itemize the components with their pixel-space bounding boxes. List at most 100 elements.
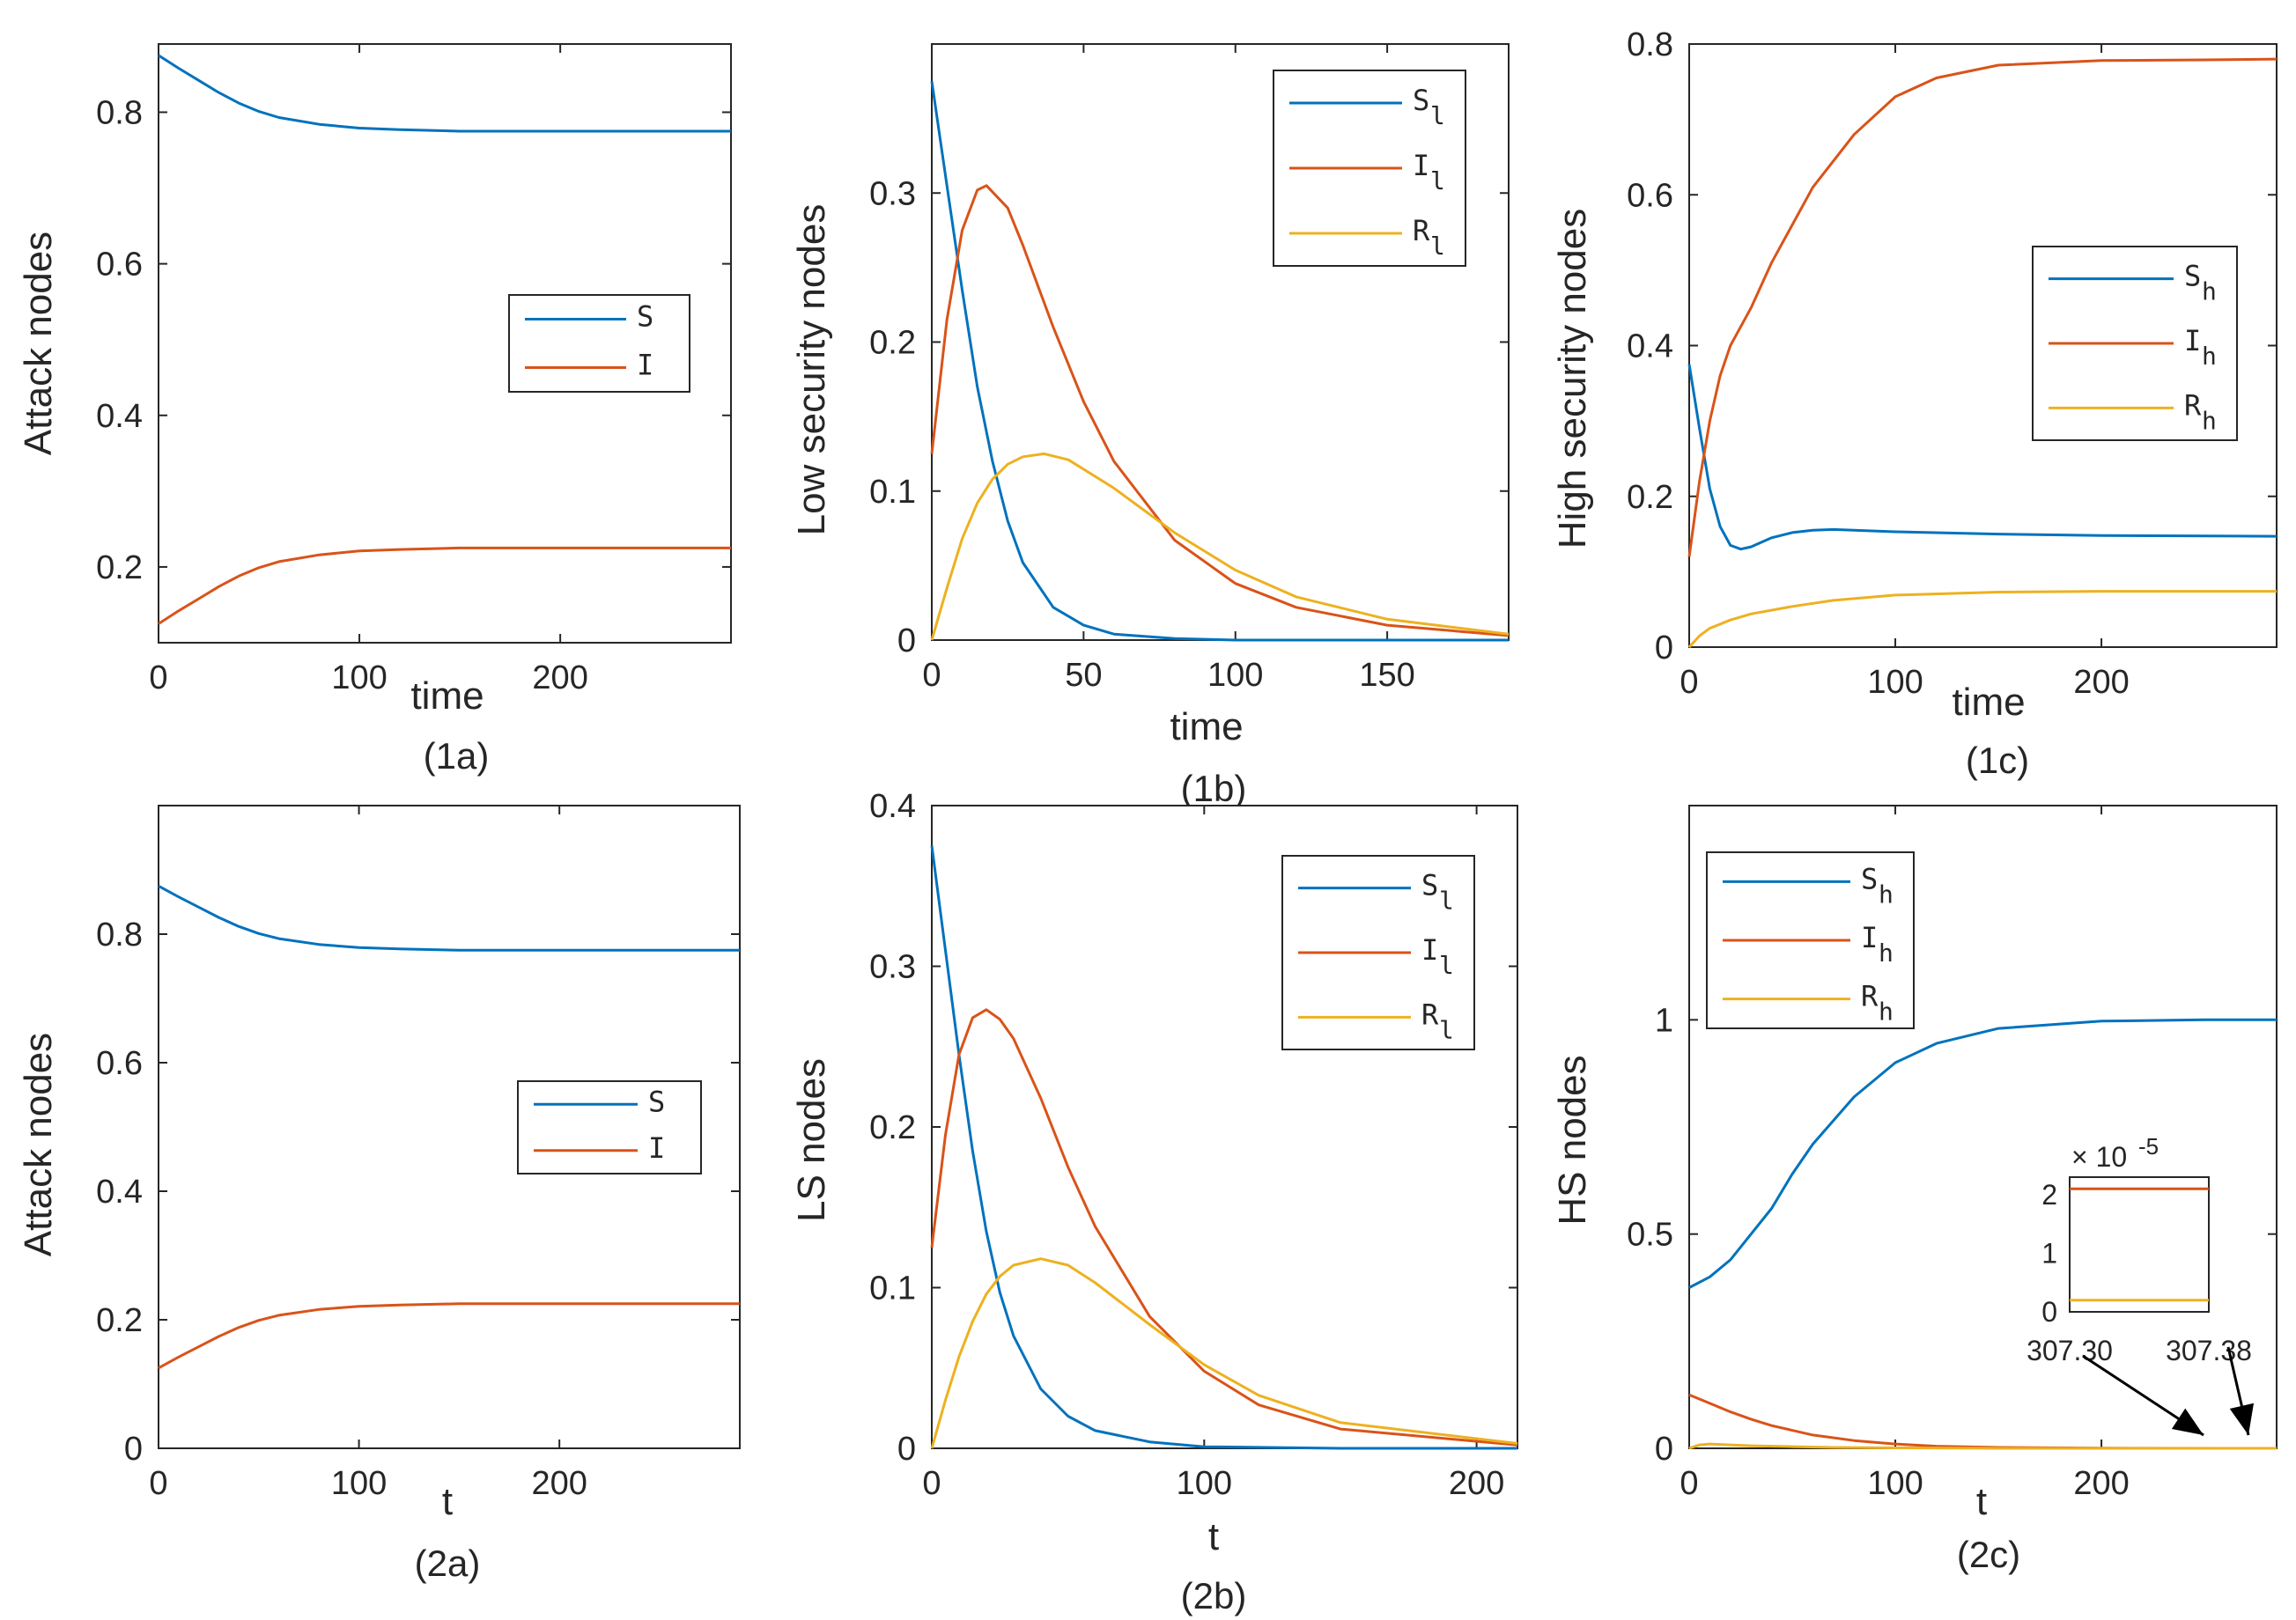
series-line-2c-r [1688,1442,2277,1450]
inset-x-tick-label-1: 307.38 [2166,1335,2252,1366]
inset-arrowhead-1 [2229,1403,2255,1435]
y-tick-label-2c-2: 1 [1655,1002,1673,1039]
x-axis-label-1b: time [1170,705,1243,748]
x-tick-label-1a-1: 100 [331,659,387,696]
series-line-2c-s [1688,1018,2277,1289]
x-axis-label-2a: t [442,1480,453,1523]
series-line-1b-i [930,184,1510,637]
y-axis-label-2c: HS nodes [1551,1055,1594,1225]
y-tick-label-1a-2: 0.6 [96,247,143,284]
x-tick-label-2b-1: 100 [1177,1465,1232,1502]
legend-sub-2c-s: h [1879,880,1894,909]
y-axis-label-1c: High security nodes [1551,209,1594,549]
legend-sub-1c-r: h [2202,406,2217,435]
y-tick-label-2b-2: 0.2 [869,1109,916,1146]
y-tick-label-2c-0: 0 [1655,1431,1673,1468]
legend-sub-2c-r: h [1879,998,1894,1027]
legend-sub-1b-r: l [1430,232,1445,261]
legend-label-2a-i: I [648,1131,665,1165]
series-line-2b-r [930,1257,1518,1449]
legend-sub-2b-s: l [1439,887,1454,916]
chart-1c: 0 100 200 0 0.2 0.4 0.6 0.8 time High security no… [1551,26,2278,781]
x-tick-label-2c-1: 100 [1867,1465,1923,1502]
inset-x-tick-label-0: 307.30 [2027,1335,2113,1366]
series-line-1b-r [930,452,1510,641]
y-tick-label-1c-4: 0.8 [1627,26,1673,63]
inset-2c: 0 1 2 307.30 307.38 × 10 -5 [2027,1133,2255,1437]
legend-label-1a-s: S [637,300,653,334]
caption-1a: (1a) [424,735,490,777]
y-tick-label-2a-2: 0.4 [96,1174,143,1211]
y-tick-label-2a-1: 0.2 [96,1302,143,1339]
legend-label-2c-s: S [1861,862,1878,895]
x-axis-label-1a: time [410,674,484,718]
y-axis-label-1a: Attack nodes [17,232,60,455]
legend-box-1a [508,294,690,393]
legend-label-1b-i: I [1413,149,1429,182]
y-tick-label-2b-1: 0.1 [869,1270,916,1307]
series-line-2a-s [158,884,740,952]
chart-1a: 0 100 200 0.2 0.4 0.6 0.8 time Attack nodes (1a) S… [17,43,732,777]
series-line-1a-i [158,546,731,625]
y-tick-label-1a-1: 0.4 [96,398,143,435]
y-axis-label-1b: Low security nodes [790,204,833,536]
legend-sub-1b-i: l [1430,166,1445,195]
y-tick-label-2a-3: 0.6 [96,1045,143,1082]
legend-label-1c-r: R [2184,388,2202,422]
y-tick-label-2a-4: 0.8 [96,917,143,954]
legend-sub-1c-s: h [2202,277,2217,306]
chart-2a: 0 100 200 0 0.2 0.4 0.6 0.8 t Attack nodes (2a) SI [17,805,741,1584]
inset-exponent: -5 [2138,1133,2159,1160]
y-tick-label-1b-0: 0 [897,622,916,659]
x-tick-label-1a-2: 200 [532,659,587,696]
legend-label-1b-r: R [1413,214,1430,247]
series-line-2b-i [930,1008,1518,1447]
y-tick-label-2c-1: 0.5 [1627,1217,1673,1254]
legend-sub-1c-i: h [2202,342,2217,371]
caption-1b: (1b) [1181,768,1247,809]
legend-label-2b-r: R [1421,998,1439,1031]
y-tick-label-1c-2: 0.4 [1627,328,1673,365]
caption-2a: (2a) [415,1543,481,1584]
series-line-1c-i [1687,57,2278,557]
y-axis-label-2a: Attack nodes [17,1033,60,1256]
series-line-1c-s [1687,364,2278,551]
legend-sub-1b-s: l [1430,101,1445,130]
caption-2c: (2c) [1957,1534,2020,1575]
x-tick-label-1c-2: 200 [2073,664,2129,701]
x-tick-label-2c-0: 0 [1680,1465,1698,1502]
inset-y-tick-label-1: 1 [2041,1237,2057,1269]
x-tick-label-2a-1: 100 [331,1465,387,1502]
y-tick-label-2b-0: 0 [897,1431,916,1468]
x-axis-label-2b: t [1208,1515,1219,1558]
series-line-2b-s [930,845,1517,1450]
legend-sub-2b-r: l [1439,1015,1454,1044]
legend-label-2a-s: S [648,1085,665,1118]
y-tick-label-1c-3: 0.6 [1627,177,1673,214]
inset-box [2069,1176,2210,1313]
y-tick-label-1b-3: 0.3 [869,175,916,212]
legend-label-2c-i: I [1861,921,1878,954]
caption-1c: (1c) [1966,740,2029,781]
x-tick-label-1b-0: 0 [922,657,941,694]
inset-y-tick-label-0: 0 [2041,1296,2057,1328]
x-tick-label-2a-2: 200 [531,1465,587,1502]
x-tick-label-1b-2: 100 [1207,657,1263,694]
legend-label-1b-s: S [1413,84,1429,117]
y-tick-label-1b-1: 0.1 [869,474,916,511]
x-axis-label-2c: t [1976,1480,1987,1523]
x-tick-label-1b-3: 150 [1359,657,1414,694]
y-axis-label-2b: LS nodes [790,1058,833,1222]
legend-sub-2b-i: l [1439,951,1454,980]
x-tick-label-2c-2: 200 [2073,1465,2129,1502]
series-line-1b-s [930,81,1509,642]
x-tick-label-1c-0: 0 [1680,664,1698,701]
y-tick-label-1a-0: 0.2 [96,549,143,586]
series-line-1a-s [158,54,731,133]
x-axis-label-1c: time [1952,681,2025,724]
